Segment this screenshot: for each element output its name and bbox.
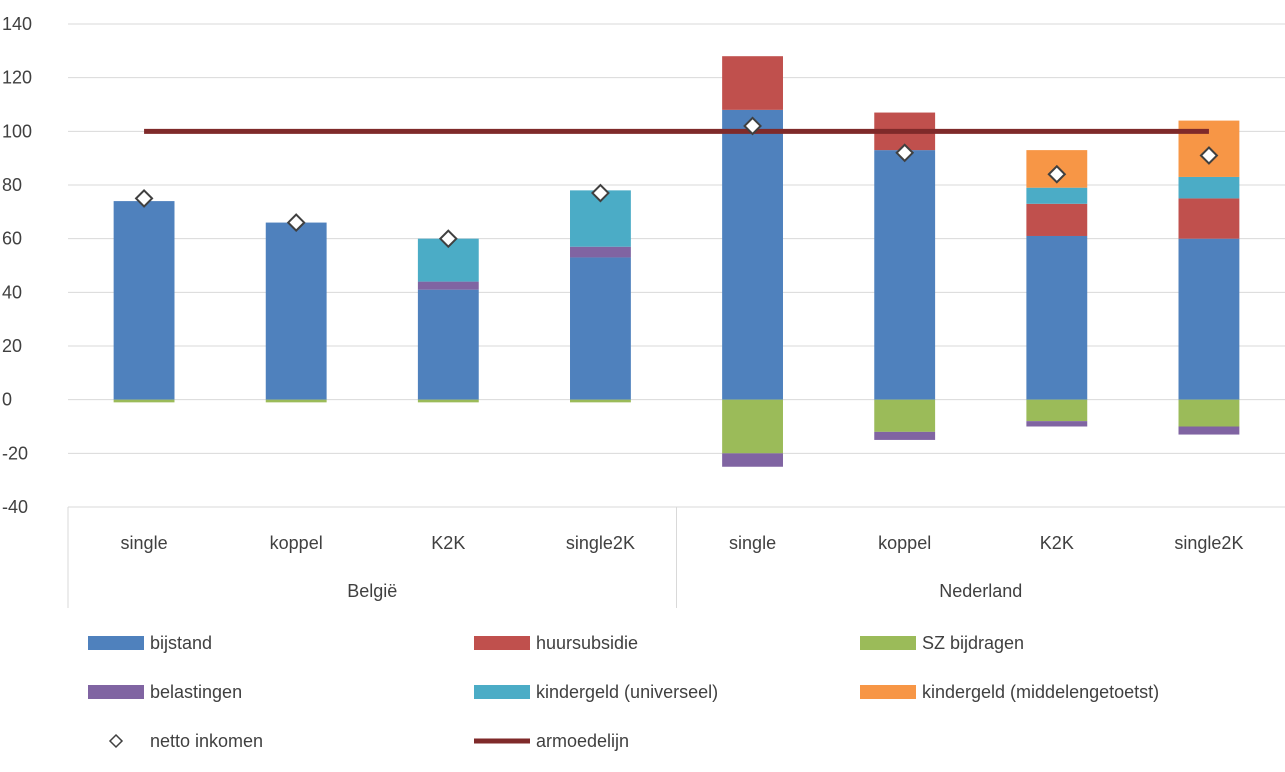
x-tick-label: koppel [270, 533, 323, 553]
bar-segment-sz-bijdragen [1178, 399, 1240, 427]
y-tick-label: 80 [2, 175, 22, 195]
y-tick-label: 140 [2, 14, 32, 34]
legend-swatch [88, 685, 144, 699]
bar-segment-belastingen [874, 431, 936, 440]
net-income-marker [591, 183, 610, 203]
legend-label: SZ bijdragen [922, 633, 1024, 653]
legend-swatch [860, 636, 916, 650]
legend-label: netto inkomen [150, 731, 263, 751]
legend-swatch [860, 685, 916, 699]
legend-label: kindergeld (universeel) [536, 682, 718, 702]
group-label: Nederland [939, 581, 1022, 601]
net-income-marker [134, 189, 154, 208]
legend-swatch [474, 685, 530, 699]
bar-segment-sz-bijdragen [874, 399, 936, 432]
legend-label: kindergeld (middelengetoetst) [922, 682, 1159, 702]
x-tick-label: single [121, 533, 168, 553]
bar-segment-sz-bijdragen [265, 399, 327, 403]
net-income-marker [1199, 146, 1219, 165]
x-tick-label: single [729, 533, 776, 553]
x-tick-label: K2K [431, 533, 465, 553]
x-axis: single koppel K2K single2K België single koppe… [67, 507, 1243, 608]
bar-segment-sz-bijdragen [1026, 399, 1088, 422]
legend-label: huursubsidie [536, 633, 638, 653]
bar-segment-sz-bijdragen [417, 399, 479, 403]
legend: bijstand huursubsidie SZ bijdragen belastin… [88, 633, 1159, 751]
bar-segment-sz-bijdragen [570, 399, 631, 403]
bar-segment-huursubsidie [1026, 203, 1088, 236]
bar-segment-belastingen [1026, 421, 1088, 427]
y-tick-label: 100 [2, 121, 32, 141]
bar-segment-bijstand [722, 109, 783, 400]
bar-segment-bijstand [1026, 235, 1088, 400]
bar-segment-belastingen [570, 246, 631, 258]
bar-segment-kindergeld-universeel- [1026, 187, 1088, 204]
y-tick-label: 0 [2, 390, 12, 410]
legend-label: bijstand [150, 633, 212, 653]
y-tick-label: 40 [2, 282, 22, 302]
y-tick-label: 120 [2, 68, 32, 88]
net-income-marker [743, 116, 762, 136]
bar-segment-sz-bijdragen [113, 399, 175, 403]
legend-swatch [474, 636, 530, 650]
bar-segment-bijstand [874, 150, 936, 400]
net-income-marker [438, 229, 458, 249]
x-tick-label: K2K [1040, 533, 1074, 553]
bar-segment-bijstand [570, 257, 631, 400]
y-axis: 140 120 100 80 60 40 20 0 -20 -40 [2, 14, 32, 517]
x-tick-label: koppel [878, 533, 931, 553]
bar-segment-belastingen [417, 281, 479, 290]
net-income-marker [286, 213, 306, 232]
net-income-markers [134, 116, 1219, 249]
bar-segment-belastingen [722, 453, 783, 467]
bar-segment-kindergeld-universeel- [1178, 176, 1240, 199]
legend-label: belastingen [150, 682, 242, 702]
net-income-marker [1047, 164, 1067, 184]
legend-swatch [88, 636, 144, 650]
bar-segment-belastingen [1178, 426, 1240, 435]
bar-segment-huursubsidie [1178, 198, 1240, 239]
legend-swatch [108, 733, 124, 749]
bars [113, 56, 1240, 467]
gridlines [68, 23, 1285, 508]
y-tick-label: 20 [2, 336, 22, 356]
net-income-marker [895, 143, 915, 163]
bar-segment-bijstand [113, 201, 175, 400]
x-tick-label: single2K [566, 533, 635, 553]
bar-segment-sz-bijdragen [722, 399, 783, 454]
bar-segment-huursubsidie [722, 56, 783, 110]
bar-segment-bijstand [417, 289, 479, 400]
x-tick-label: single2K [1174, 533, 1243, 553]
legend-label: armoedelijn [536, 731, 629, 751]
group-label: België [347, 581, 397, 601]
bar-segment-bijstand [1178, 238, 1240, 400]
y-tick-label: -40 [2, 497, 28, 517]
y-tick-label: 60 [2, 229, 22, 249]
bar-segment-bijstand [265, 222, 327, 400]
y-tick-label: -20 [2, 443, 28, 463]
